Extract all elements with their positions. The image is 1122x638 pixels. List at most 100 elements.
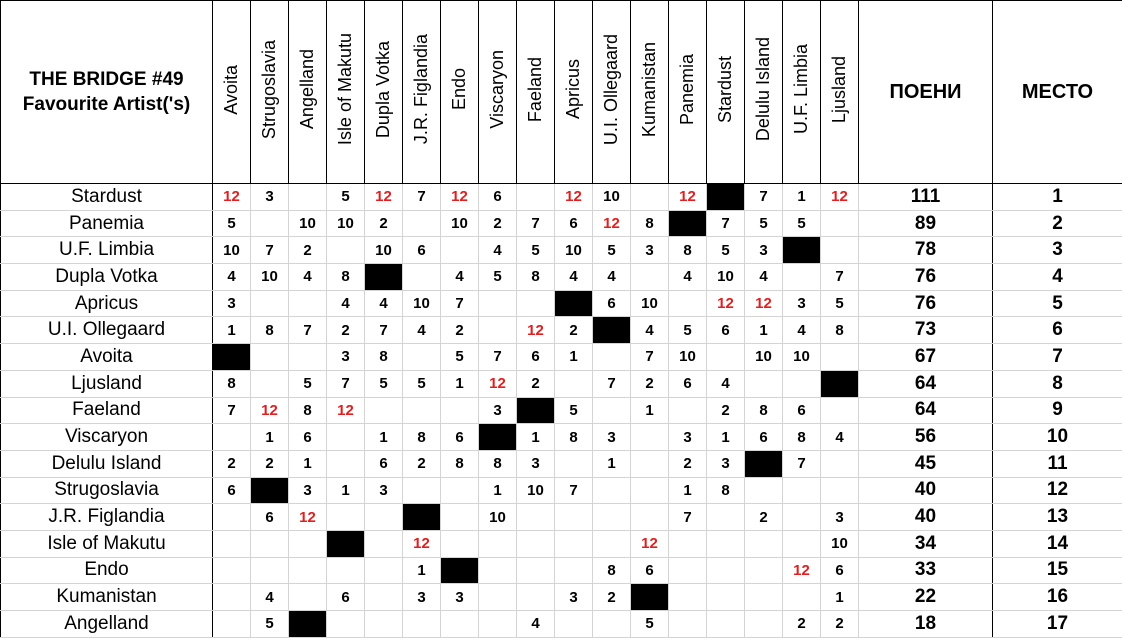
points: 40	[859, 477, 993, 504]
vote-cell: 12	[555, 184, 593, 211]
vote-cell: 4	[707, 370, 745, 397]
vote-cell	[327, 424, 365, 451]
vote-cell	[669, 584, 707, 611]
vote-cell: 10	[479, 504, 517, 531]
vote-cell: 12	[669, 184, 707, 211]
vote-cell: 10	[289, 210, 327, 237]
vote-cell	[821, 237, 859, 264]
vote-cell: 8	[403, 424, 441, 451]
vote-cell: 12	[707, 290, 745, 317]
vote-cell	[479, 290, 517, 317]
vote-cell: 5	[821, 290, 859, 317]
vote-cell: 6	[327, 584, 365, 611]
vote-cell: 5	[213, 210, 251, 237]
vote-cell: 12	[745, 290, 783, 317]
column-header: Faeland	[517, 1, 555, 184]
points: 111	[859, 184, 993, 211]
vote-cell: 12	[479, 370, 517, 397]
vote-cell	[289, 344, 327, 371]
place: 10	[993, 424, 1122, 451]
vote-cell	[213, 584, 251, 611]
vote-cell	[631, 184, 669, 211]
vote-cell: 12	[289, 504, 327, 531]
vote-cell	[365, 557, 403, 584]
vote-cell: 10	[631, 290, 669, 317]
vote-cell: 4	[327, 290, 365, 317]
vote-cell: 1	[745, 317, 783, 344]
column-header: Viscaryon	[479, 1, 517, 184]
place: 1	[993, 184, 1122, 211]
vote-cell: 3	[555, 584, 593, 611]
column-label: Stardust	[715, 56, 736, 123]
vote-cell	[327, 450, 365, 477]
vote-cell: 6	[821, 557, 859, 584]
vote-cell	[821, 450, 859, 477]
place: 16	[993, 584, 1122, 611]
vote-cell: 10	[669, 344, 707, 371]
points: 78	[859, 237, 993, 264]
vote-cell: 5	[707, 237, 745, 264]
place: 6	[993, 317, 1122, 344]
vote-cell	[327, 237, 365, 264]
vote-cell: 10	[745, 344, 783, 371]
vote-cell: 1	[479, 477, 517, 504]
vote-cell: 6	[441, 424, 479, 451]
vote-cell: 5	[593, 237, 631, 264]
self-vote-cell	[821, 370, 859, 397]
vote-cell: 6	[593, 290, 631, 317]
vote-cell	[365, 611, 403, 638]
vote-cell: 2	[593, 584, 631, 611]
vote-cell: 6	[213, 477, 251, 504]
place: 12	[993, 477, 1122, 504]
self-vote-cell	[213, 344, 251, 371]
vote-cell	[213, 530, 251, 557]
vote-cell: 10	[783, 344, 821, 371]
vote-cell	[821, 344, 859, 371]
vote-cell: 8	[517, 264, 555, 291]
self-vote-cell	[365, 264, 403, 291]
vote-cell	[555, 450, 593, 477]
vote-cell	[517, 504, 555, 531]
self-vote-cell	[593, 317, 631, 344]
country-name: Ljusland	[1, 370, 213, 397]
vote-cell	[631, 504, 669, 531]
country-name: Endo	[1, 557, 213, 584]
vote-cell	[631, 264, 669, 291]
vote-cell: 7	[707, 210, 745, 237]
vote-cell	[669, 557, 707, 584]
vote-cell	[669, 290, 707, 317]
vote-cell	[403, 264, 441, 291]
vote-cell: 12	[821, 184, 859, 211]
vote-cell: 8	[213, 370, 251, 397]
vote-cell	[593, 477, 631, 504]
vote-cell	[251, 530, 289, 557]
country-name: Avoita	[1, 344, 213, 371]
vote-cell: 8	[669, 237, 707, 264]
vote-cell: 1	[669, 477, 707, 504]
self-vote-cell	[441, 557, 479, 584]
vote-cell: 10	[213, 237, 251, 264]
vote-cell	[479, 317, 517, 344]
column-header: U.F. Limbia	[783, 1, 821, 184]
vote-cell	[441, 477, 479, 504]
place: 9	[993, 397, 1122, 424]
column-header: Angelland	[289, 1, 327, 184]
vote-cell: 7	[669, 504, 707, 531]
vote-cell: 2	[479, 210, 517, 237]
column-header: Kumanistan	[631, 1, 669, 184]
vote-cell	[783, 584, 821, 611]
vote-cell: 8	[441, 450, 479, 477]
vote-cell: 6	[631, 557, 669, 584]
country-name: Strugoslavia	[1, 477, 213, 504]
vote-cell	[251, 210, 289, 237]
vote-cell: 4	[593, 264, 631, 291]
vote-cell: 7	[213, 397, 251, 424]
vote-cell: 2	[289, 237, 327, 264]
vote-cell	[517, 530, 555, 557]
vote-cell: 2	[707, 397, 745, 424]
vote-cell: 5	[745, 210, 783, 237]
